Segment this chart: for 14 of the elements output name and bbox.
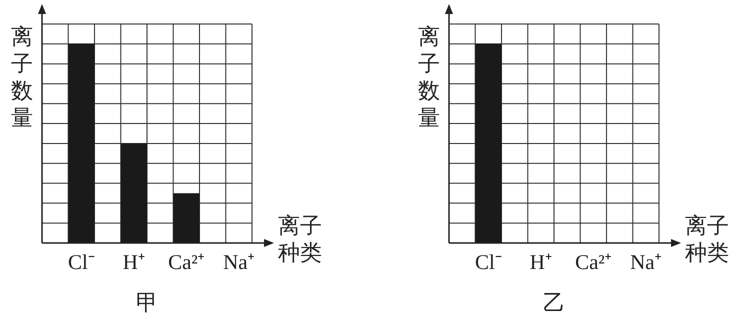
x-tick-label: Ca²⁺ xyxy=(575,250,612,274)
x-axis-title: 离子种类 xyxy=(685,214,729,266)
x-tick-label: Ca²⁺ xyxy=(168,250,205,274)
x-tick-label: H⁺ xyxy=(530,250,552,274)
x-tick-label: Cl⁻ xyxy=(68,250,95,274)
y-axis-title: 离子数量 xyxy=(418,25,440,131)
x-axis-title: 离子种类 xyxy=(278,214,322,266)
x-tick-label: H⁺ xyxy=(122,250,145,274)
text: 乙 xyxy=(543,291,565,316)
x-tick-label: Cl⁻ xyxy=(474,250,502,274)
y-axis-title: 离子数量 xyxy=(11,25,33,131)
x-tick-label: Na⁺ xyxy=(630,250,662,274)
x-tick-label: Na⁺ xyxy=(223,250,255,274)
text: 甲 xyxy=(136,291,158,316)
